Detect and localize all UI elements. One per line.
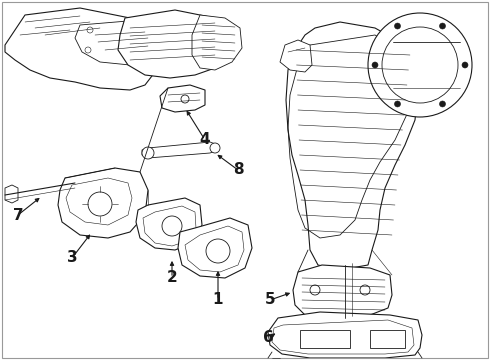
Polygon shape xyxy=(178,218,252,278)
Polygon shape xyxy=(75,20,168,65)
Circle shape xyxy=(394,23,400,29)
Polygon shape xyxy=(5,185,18,203)
Polygon shape xyxy=(286,22,418,270)
Polygon shape xyxy=(160,85,205,112)
Text: 4: 4 xyxy=(200,132,210,148)
Text: 8: 8 xyxy=(233,162,244,177)
Bar xyxy=(370,330,405,348)
Text: 6: 6 xyxy=(263,330,273,346)
Circle shape xyxy=(210,143,220,153)
Circle shape xyxy=(394,101,400,107)
Polygon shape xyxy=(142,142,218,158)
Polygon shape xyxy=(268,312,422,358)
Circle shape xyxy=(142,147,154,159)
Circle shape xyxy=(372,62,378,68)
Text: 2: 2 xyxy=(167,270,177,285)
Circle shape xyxy=(368,13,472,117)
Circle shape xyxy=(440,101,445,107)
Polygon shape xyxy=(192,15,242,70)
Polygon shape xyxy=(293,265,392,318)
Polygon shape xyxy=(5,8,215,90)
Circle shape xyxy=(462,62,468,68)
Polygon shape xyxy=(118,10,230,78)
Polygon shape xyxy=(58,168,148,238)
Text: 1: 1 xyxy=(213,292,223,307)
Polygon shape xyxy=(136,198,202,250)
Polygon shape xyxy=(280,40,312,72)
Text: 5: 5 xyxy=(265,292,275,307)
Circle shape xyxy=(440,23,445,29)
Text: 7: 7 xyxy=(13,207,24,222)
Text: 3: 3 xyxy=(67,251,77,266)
Bar xyxy=(300,330,350,348)
